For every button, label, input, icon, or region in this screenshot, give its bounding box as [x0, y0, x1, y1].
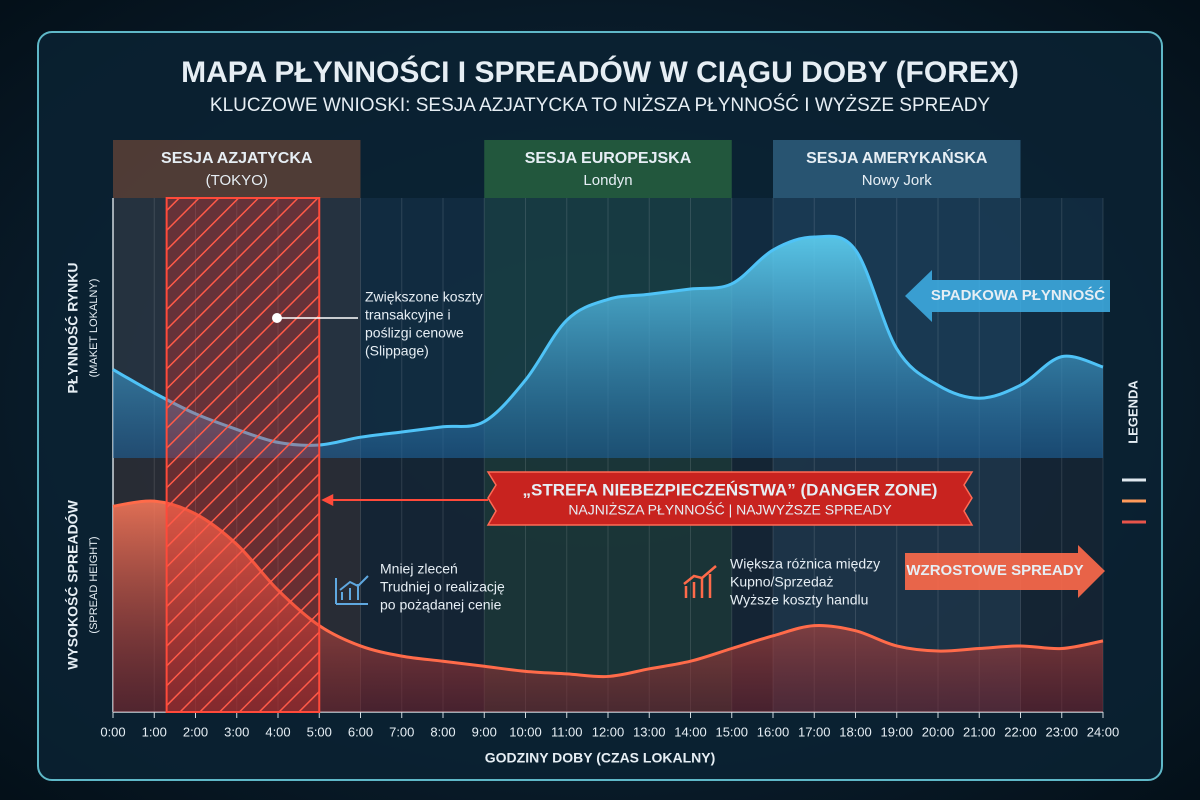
x-tick-label: 3:00: [224, 724, 249, 739]
annotation: Kupno/Sprzedaż: [730, 574, 834, 590]
x-tick-label: 5:00: [307, 724, 332, 739]
chart-title: MAPA PŁYNNOŚCI I SPREADÓW W CIĄGU DOBY (…: [181, 55, 1019, 89]
x-tick-label: 23:00: [1045, 724, 1078, 739]
x-tick-label: 21:00: [963, 724, 996, 739]
annotation: Wyższe koszty handlu: [730, 592, 868, 608]
annotation: Większa różnica między: [730, 556, 880, 572]
x-tick-label: 15:00: [715, 724, 748, 739]
y-axis-note: (SPREAD HEIGHT): [88, 536, 100, 633]
x-tick-label: 24:00: [1087, 724, 1120, 739]
area: [113, 500, 1103, 712]
session-header: [484, 140, 732, 198]
x-tick-label: 4:00: [265, 724, 290, 739]
annotation: Zwiększone koszty: [365, 289, 482, 305]
x-tick-label: 20:00: [922, 724, 955, 739]
x-tick-label: 11:00: [551, 724, 583, 739]
x-tick-label: 18:00: [839, 724, 872, 739]
icon-chart: [683, 565, 717, 598]
danger-banner: [486, 471, 974, 526]
callout: SPADKOWA PŁYNNOŚĆ: [931, 286, 1105, 304]
danger-arrow-head: [321, 494, 334, 506]
x-tick-label: 16:00: [757, 724, 790, 739]
x-tick-label: 17:00: [798, 724, 831, 739]
annotation: transakcyjne i: [365, 307, 451, 323]
annotation: po pożądanej cenie: [380, 597, 502, 613]
danger-zone: [165, 197, 321, 713]
x-tick-label: 1:00: [142, 724, 167, 739]
callout-arrow: [905, 545, 1105, 598]
callout: WZROSTOWE SPREADY: [906, 562, 1083, 579]
session-city: Nowy Jork: [862, 172, 933, 189]
legend-title: LEGENDA: [1125, 380, 1140, 444]
y-axis-note: (MAKET LOKALNY): [88, 279, 100, 378]
danger-subtitle: NAJNIŻSZA PŁYNNOŚĆ | NAJWYŻSZE SPREADY: [568, 501, 892, 518]
annotation: poślizgi cenowe: [365, 325, 464, 341]
session-name: SESJA AMERYKAŃSKA: [806, 148, 988, 167]
icon-chart: [335, 575, 369, 605]
y-axis-label: WYSOKOŚĆ SPREADÓW: [64, 499, 81, 669]
x-tick-label: 0:00: [100, 724, 125, 739]
x-tick-label: 19:00: [880, 724, 913, 739]
callout-arrow: [905, 270, 1110, 322]
x-tick-label: 2:00: [183, 724, 208, 739]
session-header: [113, 140, 361, 198]
session-city: Londyn: [583, 172, 632, 189]
session-name: SESJA AZJATYCKA: [161, 150, 313, 167]
x-tick-label: 13:00: [633, 724, 666, 739]
y-axis-label: PŁYNNOŚĆ RYNKU: [64, 263, 81, 394]
chart-subtitle: KLUCZOWE WNIOSKI: SESJA AZJATYCKA TO NIŻ…: [210, 94, 991, 116]
annotation: Trudniej o realizację: [380, 579, 505, 595]
x-tick-label: 8:00: [430, 724, 455, 739]
x-tick-label: 14:00: [674, 724, 707, 739]
plot-layer: SESJA AZJATYCKA (TOKYO) SESJA EUROPEJSKA Lo…: [100, 140, 1146, 739]
annotation: (Slippage): [365, 343, 429, 359]
annotation: Mniej zleceń: [380, 561, 458, 577]
session-city: (TOKYO): [206, 172, 268, 189]
area: [113, 236, 1103, 458]
session-header: [773, 140, 1021, 198]
x-tick-label: 7:00: [389, 724, 414, 739]
x-tick-label: 6:00: [348, 724, 373, 739]
session-name: SESJA EUROPEJSKA: [525, 150, 692, 167]
x-axis-label: GODZINY DOBY (CZAS LOKALNY): [485, 750, 716, 766]
danger-title: „STREFA NIEBEZPIECZEŃSTWA” (DANGER ZONE): [523, 480, 938, 499]
x-tick-label: 12:00: [592, 724, 625, 739]
x-tick-label: 9:00: [472, 724, 497, 739]
x-tick-label: 10:00: [509, 724, 542, 739]
x-tick-label: 22:00: [1004, 724, 1037, 739]
